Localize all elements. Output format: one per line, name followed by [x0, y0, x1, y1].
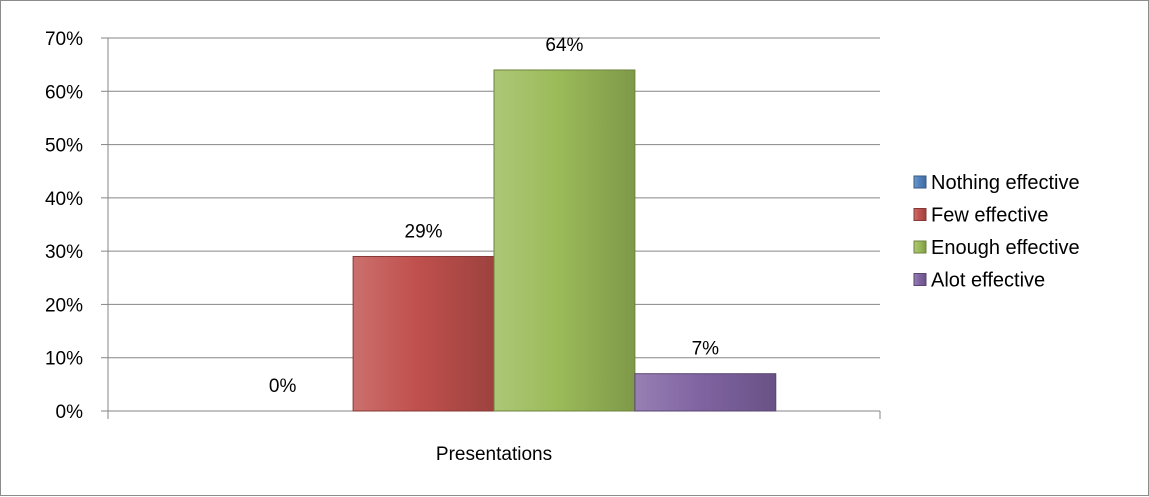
legend-swatch-enough-effective	[913, 240, 927, 254]
legend-label-alot-effective: Alot effective	[931, 270, 1045, 292]
y-tick-label: 70%	[45, 29, 83, 50]
y-tick-label: 30%	[45, 242, 83, 263]
bars	[352, 69, 777, 412]
legend-label-nothing-effective: Nothing effective	[931, 172, 1080, 194]
data-label-alot-effective: 7%	[692, 339, 720, 360]
legend: Nothing effective Few effective Enough eff…	[913, 172, 1080, 292]
y-tick-label: 10%	[45, 349, 83, 370]
legend-label-few-effective: Few effective	[931, 205, 1048, 227]
y-tick-label: 40%	[45, 189, 83, 210]
data-label-nothing-effective: 0%	[269, 376, 297, 397]
bar-alot-effective	[634, 373, 777, 412]
legend-swatch-nothing-effective	[913, 175, 927, 189]
y-tick-label: 0%	[56, 402, 84, 423]
legend-label-enough-effective: Enough effective	[931, 237, 1080, 259]
y-tick-label: 60%	[45, 82, 83, 103]
category-label: Presentations	[436, 444, 552, 465]
y-tick-label: 50%	[45, 136, 83, 157]
y-tick-label: 20%	[45, 295, 83, 316]
data-label-enough-effective: 64%	[545, 35, 583, 56]
bar-few-effective	[352, 255, 495, 412]
legend-swatch-few-effective	[913, 208, 927, 221]
legend-swatch-alot-effective	[913, 273, 927, 286]
data-labels: 0% 29% 64% 7%	[269, 35, 719, 397]
bar-enough-effective	[493, 69, 636, 412]
data-label-few-effective: 29%	[405, 221, 443, 242]
